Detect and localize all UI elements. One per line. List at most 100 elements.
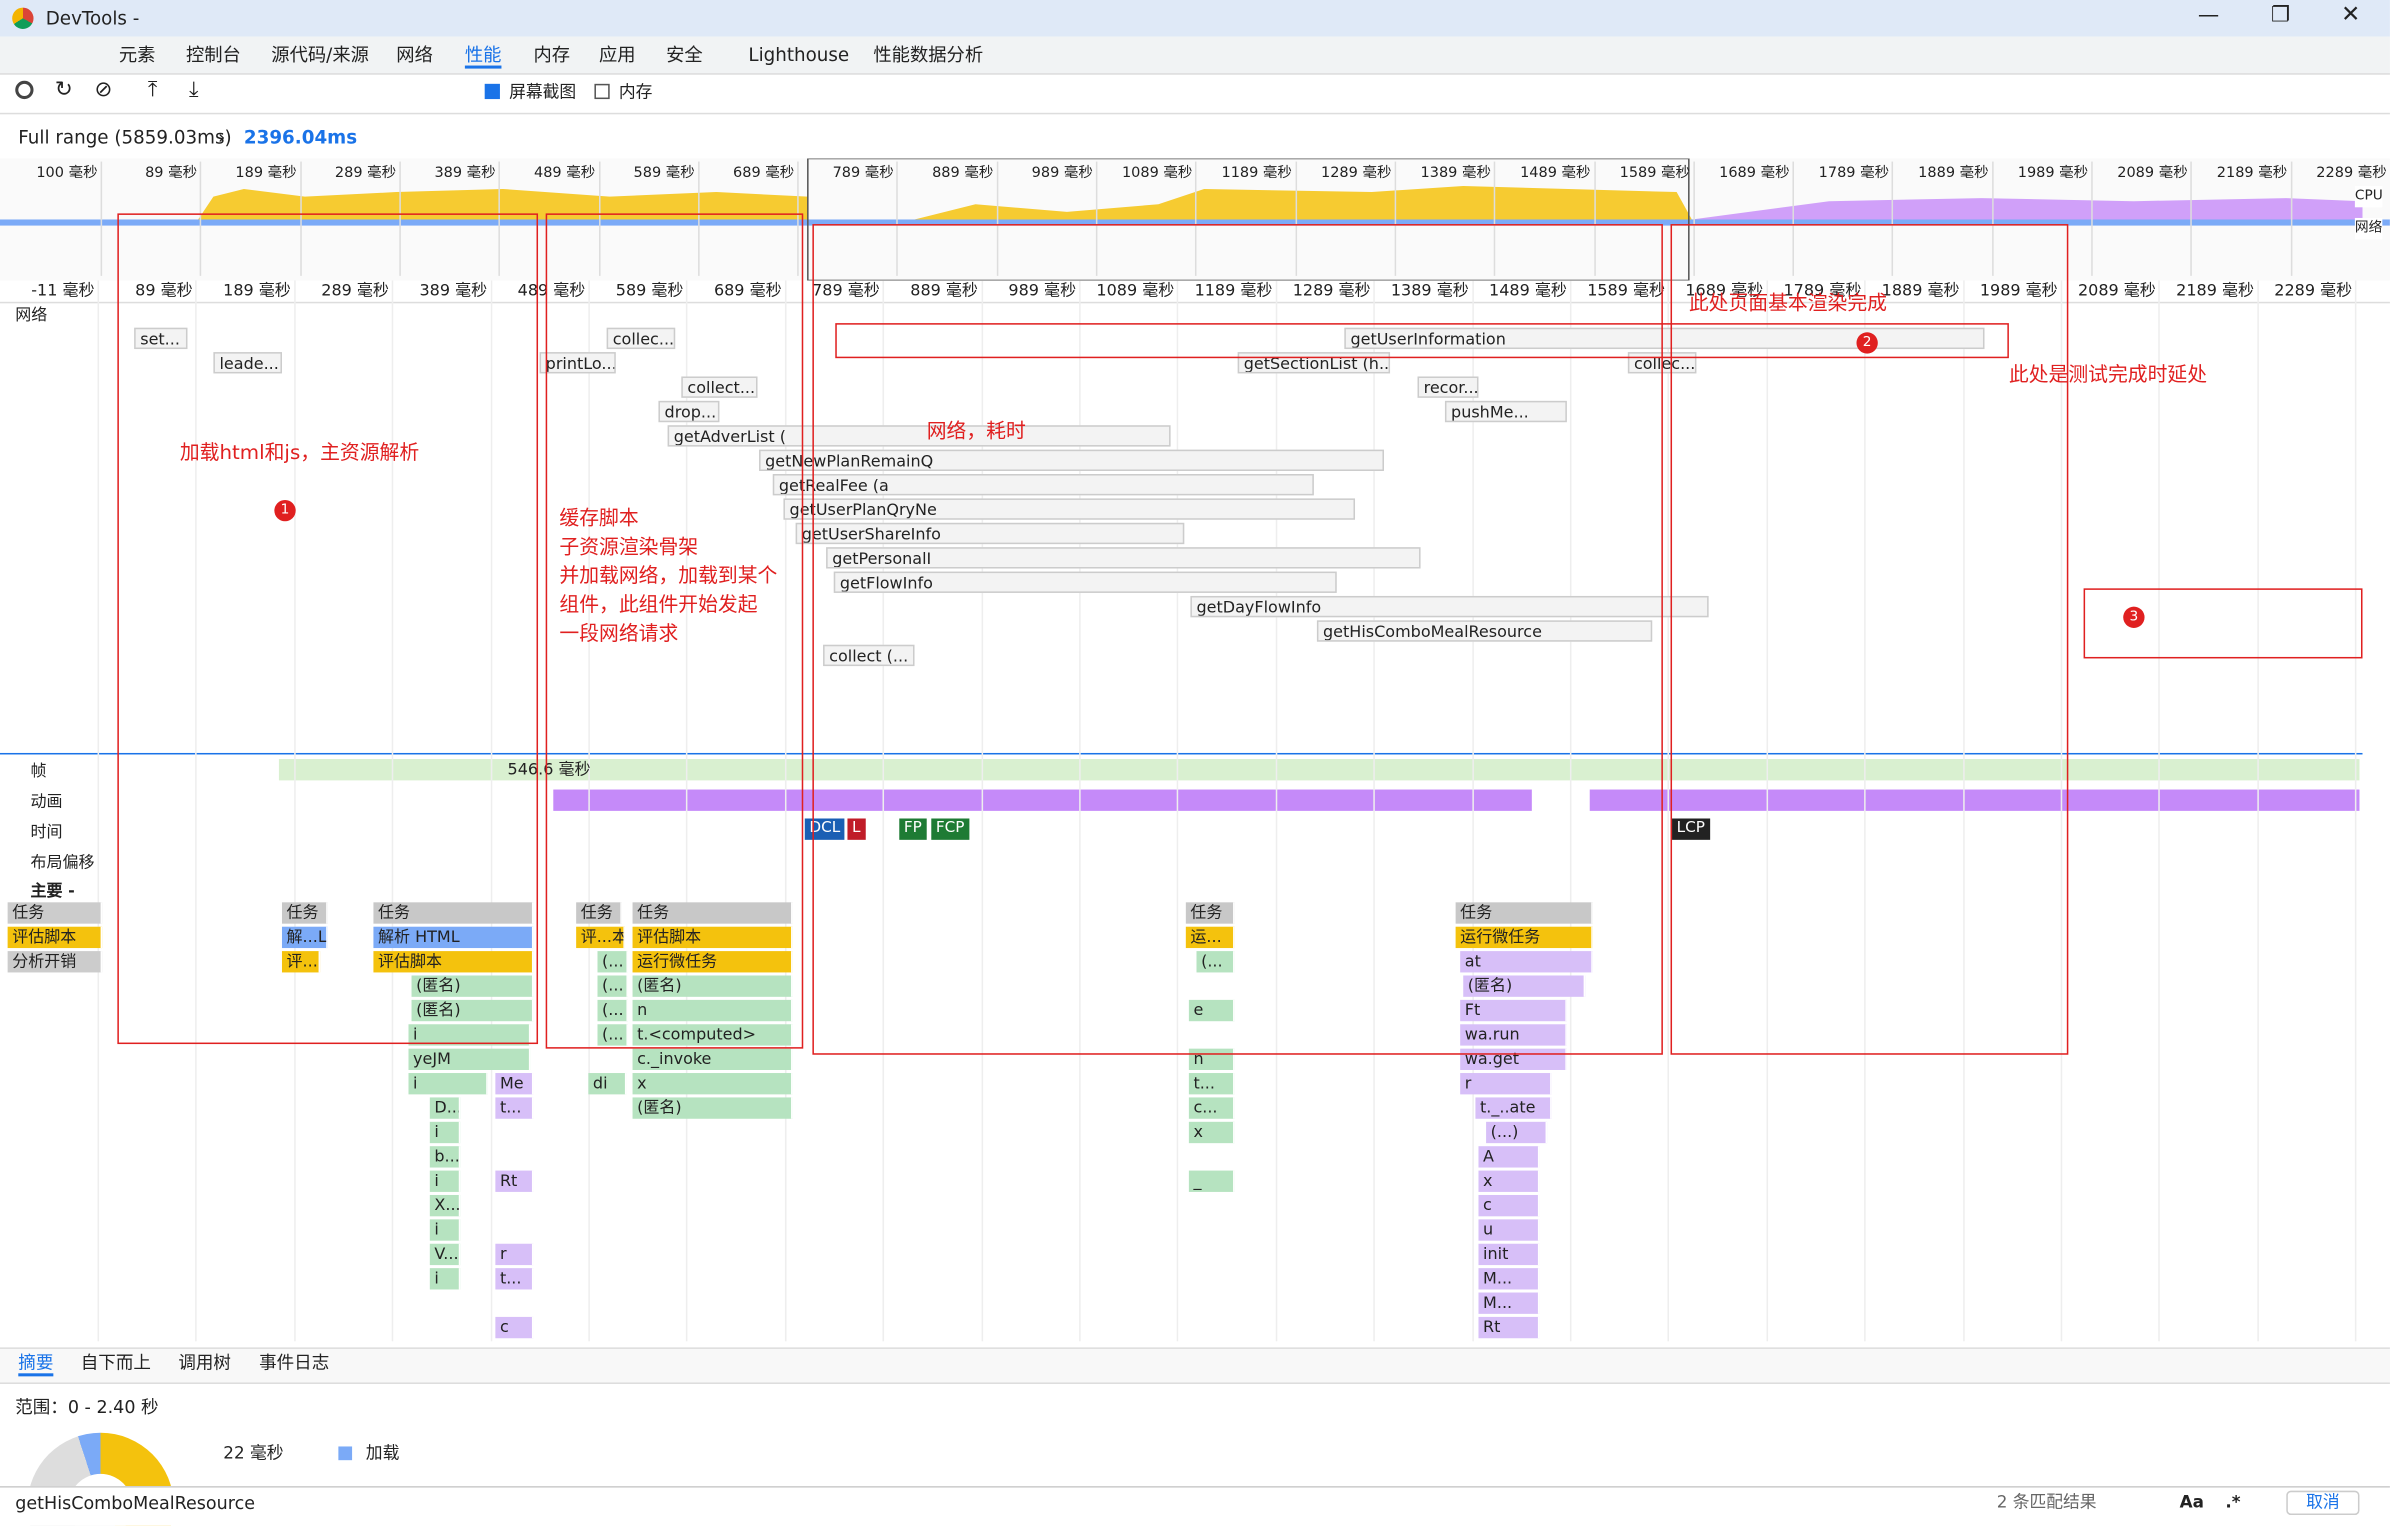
clear-button[interactable]: ⊘ [94, 77, 113, 103]
record-button[interactable] [15, 80, 34, 100]
flame-block[interactable]: 解...L [281, 926, 328, 949]
flame-block[interactable]: Rt [1478, 1316, 1540, 1339]
search-input[interactable]: getHisComboMealResource [15, 1492, 256, 1514]
flame-block[interactable]: x [632, 1073, 793, 1095]
flame-block[interactable]: (匿名) [1463, 975, 1586, 997]
devtools-tab[interactable]: 性能 [464, 44, 502, 69]
network-request[interactable]: getAdverList ( [667, 425, 1171, 447]
flame-block[interactable]: b... [429, 1146, 461, 1168]
flame-block[interactable]: e [1188, 999, 1235, 1022]
flame-block[interactable]: (... [597, 951, 628, 973]
flame-block[interactable]: 运行微任务 [1455, 926, 1593, 949]
network-request[interactable]: getNewPlanRemainQ [759, 449, 1384, 471]
bottom-tab[interactable]: 摘要 [18, 1352, 54, 1377]
screenshots-checkbox[interactable] [484, 83, 500, 100]
flame-block[interactable]: t.<computed> [632, 1024, 793, 1046]
flame-block[interactable]: di [588, 1073, 627, 1095]
flame-block[interactable]: u [1478, 1219, 1540, 1241]
network-request[interactable]: getRealFee (a [772, 474, 1314, 496]
flame-block[interactable]: init [1478, 1243, 1540, 1266]
flame-block[interactable]: wa.run [1460, 1024, 1567, 1046]
network-request[interactable]: getHisComboMealResource [1316, 620, 1653, 642]
flame-block[interactable]: i [429, 1219, 461, 1241]
timing-marker[interactable]: LCP [1672, 818, 1710, 840]
devtools-tab[interactable]: Lighthouse [748, 44, 850, 66]
search-regex[interactable]: .* [2225, 1492, 2241, 1513]
flame-block[interactable]: 运行微任务 [632, 951, 793, 973]
flame-block[interactable]: (... [1196, 951, 1235, 973]
flame-block[interactable]: (匿名) [411, 975, 534, 997]
restore[interactable]: ❐ [2271, 3, 2291, 28]
flame-block[interactable]: A [1478, 1146, 1540, 1168]
network-request[interactable]: printLo... [539, 352, 616, 374]
minimize[interactable]: — [2197, 3, 2220, 28]
network-request[interactable]: recor... [1417, 376, 1479, 398]
network-request[interactable]: getPersonalI [826, 547, 1421, 569]
flame-block[interactable]: c._invoke [632, 1048, 793, 1070]
devtools-tab[interactable]: 性能数据分析 [873, 44, 984, 66]
flame-block[interactable]: D... [429, 1097, 461, 1119]
flame-block[interactable]: 任务 [1185, 902, 1235, 924]
search-cancel[interactable]: 取消 [2286, 1490, 2360, 1516]
breadcrumb-full[interactable]: Full range (5859.03ms) [18, 126, 232, 148]
close[interactable]: ✕ [2341, 0, 2361, 28]
network-request[interactable]: drop... [658, 400, 720, 423]
flame-block[interactable]: Ft [1460, 999, 1567, 1022]
flame-block[interactable]: i [429, 1121, 461, 1144]
timing-marker[interactable]: FP [899, 818, 927, 840]
flame-block[interactable]: yeJM [408, 1048, 531, 1070]
devtools-tab[interactable]: 安全 [666, 44, 703, 66]
flame-block[interactable]: c [1478, 1194, 1540, 1217]
network-request[interactable]: getFlowInfo [833, 571, 1337, 593]
devtools-tab[interactable]: 内存 [533, 44, 571, 66]
network-request[interactable]: getUserShareInfo [795, 522, 1185, 545]
flame-block[interactable]: t._..ate [1475, 1097, 1552, 1119]
flame-block[interactable]: r [495, 1243, 534, 1266]
network-request[interactable]: pushMe... [1444, 400, 1567, 423]
network-request[interactable]: getDayFlowInfo [1190, 595, 1709, 618]
flame-block[interactable]: 运... [1185, 926, 1235, 949]
flame-block[interactable]: t... [495, 1097, 534, 1119]
flame-block[interactable]: (...) [1486, 1121, 1548, 1144]
flame-block[interactable]: 评... [281, 951, 321, 973]
timing-marker[interactable]: FCP [931, 818, 970, 840]
network-request[interactable]: getUserInformation [1344, 327, 1985, 350]
flame-block[interactable]: t... [495, 1268, 534, 1290]
timing-marker[interactable]: L [847, 818, 866, 840]
track-label[interactable]: 帧 [30, 762, 47, 781]
track-label[interactable]: 主要 - [30, 882, 75, 901]
track-label[interactable]: 布局偏移 [30, 853, 95, 872]
memory-checkbox[interactable] [594, 83, 610, 100]
search-case[interactable]: Aa [2179, 1492, 2204, 1513]
flame-block[interactable]: 任务 [632, 902, 793, 924]
network-request[interactable]: set... [134, 327, 188, 350]
track-label[interactable]: 时间 [30, 823, 63, 842]
flame-block[interactable]: n [632, 999, 793, 1022]
flame-block[interactable]: i [408, 1073, 488, 1095]
flame-block[interactable]: 解析 HTML [373, 926, 534, 949]
flame-block[interactable]: c [495, 1316, 534, 1339]
flame-block[interactable]: i [408, 1024, 531, 1046]
timing-marker[interactable]: DCL [804, 818, 845, 840]
flame-block[interactable]: i [429, 1170, 461, 1192]
flame-block[interactable]: M... [1478, 1268, 1540, 1290]
upload-button[interactable]: ⤒ [147, 77, 158, 103]
devtools-tab[interactable]: 网络 [396, 44, 433, 66]
flame-block[interactable]: 评...本 [576, 926, 625, 949]
flame-block[interactable]: Rt [495, 1170, 534, 1192]
network-request[interactable]: leade... [213, 352, 282, 374]
flame-block[interactable]: _ [1188, 1170, 1235, 1192]
flame-block[interactable]: X... [429, 1194, 461, 1217]
flame-block[interactable]: M... [1478, 1292, 1540, 1314]
flame-block[interactable]: (... [597, 975, 628, 997]
bottom-tab[interactable]: 调用树 [178, 1351, 231, 1374]
flame-block[interactable]: 评估脚本 [373, 951, 534, 973]
network-request[interactable]: getUserPlanQryNe [783, 498, 1356, 520]
breadcrumb-current[interactable]: 2396.04ms [243, 126, 358, 148]
flame-block[interactable]: V... [429, 1243, 461, 1266]
devtools-tab[interactable]: 源代码/来源 [271, 44, 369, 66]
flame-block[interactable]: at [1460, 951, 1593, 973]
track-label[interactable]: 动画 [30, 792, 63, 811]
devtools-tab[interactable]: 应用 [599, 44, 636, 66]
flame-block[interactable]: Me [495, 1073, 534, 1095]
